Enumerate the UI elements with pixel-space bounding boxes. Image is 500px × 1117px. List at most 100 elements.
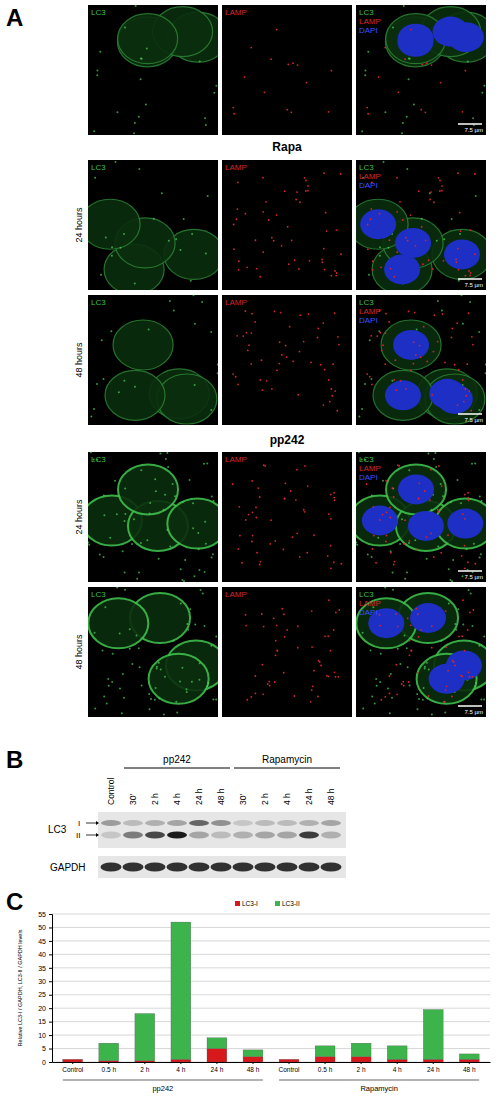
lysosome bbox=[397, 91, 399, 93]
grid-line bbox=[52, 940, 490, 941]
speck bbox=[379, 246, 381, 248]
lysosome bbox=[472, 676, 474, 678]
speck bbox=[474, 685, 476, 687]
lysosome bbox=[327, 635, 329, 637]
speck bbox=[94, 177, 96, 179]
lysosome bbox=[471, 336, 473, 338]
tick-label: 48 h bbox=[463, 1066, 476, 1073]
lysosome bbox=[463, 401, 465, 403]
lysosome bbox=[320, 665, 322, 667]
lysosome bbox=[393, 496, 395, 498]
lysosome bbox=[255, 507, 257, 509]
tick-mark bbox=[397, 1062, 398, 1064]
lysosome bbox=[379, 625, 381, 627]
lysosome bbox=[328, 513, 330, 515]
speck bbox=[136, 635, 138, 637]
legend-swatch bbox=[275, 901, 280, 906]
lysosome bbox=[385, 480, 387, 482]
speck bbox=[485, 372, 486, 374]
lysosome bbox=[408, 311, 410, 313]
tick: 50 bbox=[38, 924, 52, 931]
speck bbox=[111, 681, 113, 683]
tick-mark bbox=[49, 1035, 52, 1036]
lysosome bbox=[340, 253, 342, 255]
bar bbox=[279, 1059, 299, 1060]
speck bbox=[399, 663, 401, 665]
lysosome bbox=[438, 511, 440, 513]
lysosome bbox=[407, 240, 409, 242]
bar bbox=[315, 1057, 335, 1062]
lysosome bbox=[389, 507, 391, 509]
lysosome bbox=[264, 465, 266, 467]
speck bbox=[416, 708, 418, 710]
speck bbox=[369, 339, 371, 341]
speck bbox=[190, 280, 192, 282]
lysosome bbox=[336, 272, 338, 274]
speck bbox=[364, 383, 366, 385]
lysosome bbox=[297, 64, 299, 66]
speck bbox=[175, 701, 177, 703]
speck bbox=[174, 495, 176, 497]
speck bbox=[467, 61, 469, 63]
blot-band bbox=[101, 820, 121, 826]
lysosome bbox=[474, 173, 476, 175]
channel-label: LAMP bbox=[359, 17, 381, 26]
speck bbox=[441, 309, 443, 311]
lysosome bbox=[420, 356, 422, 358]
speck bbox=[210, 409, 212, 411]
lysosome bbox=[464, 650, 466, 652]
channel-label: LAMP bbox=[359, 599, 381, 608]
lysosome bbox=[320, 364, 322, 366]
lysosome bbox=[268, 681, 270, 683]
tick: 0.5 h bbox=[102, 1062, 117, 1073]
lysosome bbox=[426, 361, 428, 363]
speck bbox=[169, 300, 171, 302]
scale-bar bbox=[458, 123, 482, 125]
speck bbox=[109, 537, 111, 539]
speck bbox=[94, 708, 96, 710]
speck bbox=[408, 58, 410, 60]
lysosome bbox=[394, 561, 396, 563]
tick-label: 0.5 h bbox=[102, 1066, 117, 1073]
speck bbox=[124, 513, 126, 515]
lysosome bbox=[451, 337, 453, 339]
lysosome bbox=[418, 636, 420, 638]
speck bbox=[168, 240, 170, 242]
lysosome bbox=[311, 610, 313, 612]
tick: 35 bbox=[38, 965, 52, 972]
lysosome bbox=[290, 490, 292, 492]
speck bbox=[118, 391, 120, 393]
speck bbox=[479, 557, 481, 559]
nucleus bbox=[433, 17, 469, 47]
lysosome bbox=[433, 201, 435, 203]
speck bbox=[114, 161, 116, 163]
lysosome bbox=[244, 76, 246, 78]
speck bbox=[199, 61, 201, 63]
speck bbox=[123, 697, 125, 699]
lysosome bbox=[286, 356, 288, 358]
lysosome bbox=[366, 373, 368, 375]
lysosome bbox=[295, 499, 297, 501]
lysosome bbox=[407, 617, 409, 619]
lysosome bbox=[255, 517, 257, 519]
lysosome bbox=[391, 487, 393, 489]
tick-label: 0 bbox=[42, 1059, 46, 1066]
lysosome bbox=[311, 689, 313, 691]
lysosome bbox=[393, 379, 395, 381]
axis-line bbox=[53, 1062, 491, 1063]
speck bbox=[215, 85, 217, 87]
lysosome bbox=[441, 190, 443, 192]
speck bbox=[448, 568, 450, 570]
tick-mark bbox=[49, 981, 52, 982]
blot-band bbox=[145, 820, 165, 826]
tick: 0.5 h bbox=[318, 1062, 333, 1073]
speck bbox=[140, 542, 142, 544]
channel-label: LAMP bbox=[225, 298, 247, 307]
speck bbox=[401, 518, 403, 520]
lysosome bbox=[330, 567, 332, 569]
speck bbox=[431, 713, 433, 715]
lysosome bbox=[276, 214, 278, 216]
lysosome bbox=[259, 496, 261, 498]
lysosome bbox=[261, 359, 263, 361]
lysosome bbox=[338, 344, 340, 346]
